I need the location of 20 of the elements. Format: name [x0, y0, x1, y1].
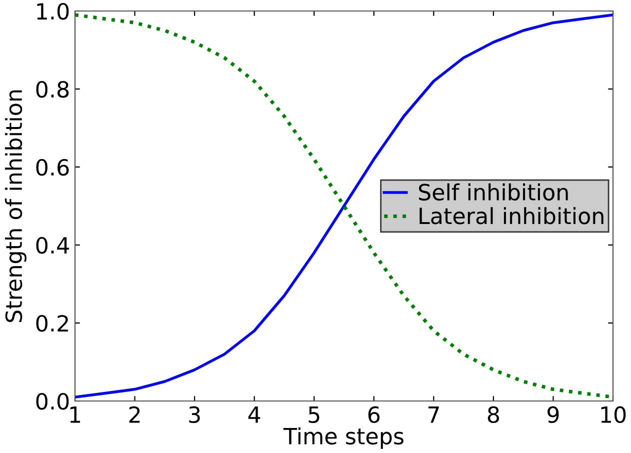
x-tick-label: 2 — [129, 406, 140, 423]
x-tick-label: 6 — [368, 406, 380, 424]
y-tick-label: 0.8 — [36, 80, 69, 98]
y-tick-label: 0.2 — [36, 314, 68, 332]
x-tick-label: 5 — [308, 406, 320, 424]
x-tick-label: 7 — [428, 406, 439, 423]
x-tick-label: 1 — [70, 406, 80, 423]
legend-label: Lateral inhibition — [420, 207, 604, 224]
x-axis-title: Time steps — [283, 427, 404, 449]
y-tick-label: 0.6 — [36, 158, 69, 176]
x-tick-label: 8 — [488, 406, 499, 424]
y-axis-title: Strength of inhibition — [4, 90, 26, 322]
x-tick-label: 9 — [548, 406, 559, 424]
y-tick-label: 0.4 — [36, 236, 69, 254]
legend-label: Self inhibition — [418, 183, 568, 201]
x-tick-label: 10 — [601, 406, 626, 424]
x-tick-label: 3 — [189, 406, 200, 424]
y-tick-label: 1.0 — [37, 2, 69, 20]
y-tick-label: 0.0 — [36, 392, 69, 410]
x-tick-label: 4 — [248, 406, 260, 423]
